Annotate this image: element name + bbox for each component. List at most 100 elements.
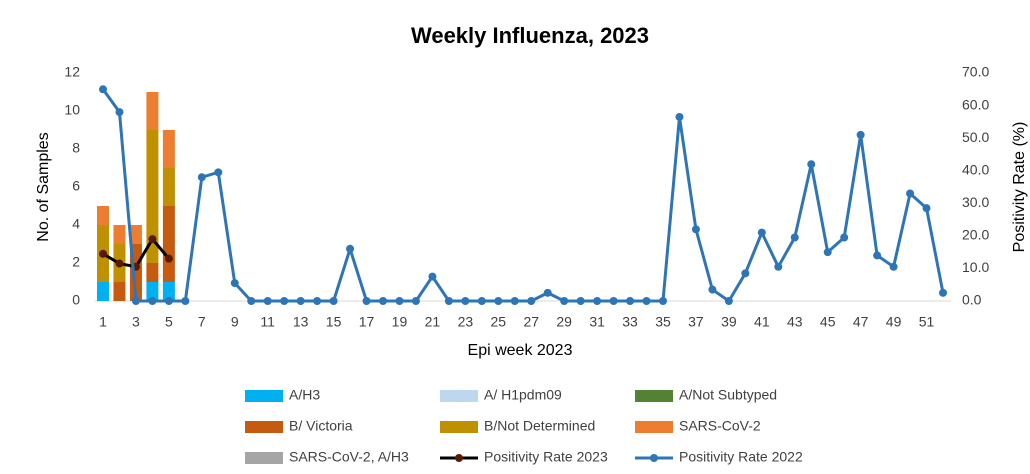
x-tick-label: 9 — [231, 314, 239, 330]
bar-segment — [146, 92, 159, 130]
bar-segment — [162, 130, 175, 168]
line-marker — [181, 297, 190, 305]
legend-label: SARS-CoV-2 — [679, 418, 761, 434]
x-tick-label: 41 — [754, 314, 770, 330]
line-marker — [708, 285, 717, 294]
line-marker — [543, 288, 552, 297]
y-axis-title: No. of Samples — [35, 132, 52, 241]
legend-label: Positivity Rate 2022 — [679, 449, 803, 465]
bar-segment — [146, 282, 159, 301]
line-marker — [115, 108, 124, 117]
line-marker — [329, 297, 338, 305]
x-tick-label: 13 — [293, 314, 309, 330]
line-marker — [395, 297, 404, 305]
x-tick-label: 49 — [886, 314, 902, 330]
line-marker — [906, 189, 915, 198]
line-marker — [922, 204, 931, 213]
line-marker — [379, 297, 387, 305]
line-marker — [790, 233, 799, 242]
x-axis-title: Epi week 2023 — [468, 342, 573, 359]
y-tick-label: 6 — [72, 178, 80, 194]
line-marker — [873, 251, 882, 260]
chart-title: Weekly Influenza, 2023 — [411, 23, 649, 48]
y-tick-label: 0 — [72, 292, 80, 308]
bar-segment — [146, 263, 159, 282]
line-marker — [527, 297, 536, 305]
x-tick-label: 21 — [425, 314, 441, 330]
line-marker — [461, 297, 470, 305]
bar-segment — [162, 282, 175, 301]
legend-label: B/Not Determined — [484, 418, 595, 434]
x-tick-label: 45 — [820, 314, 836, 330]
legend-label: A/Not Subtyped — [679, 387, 777, 403]
x-tick-label: 23 — [458, 314, 474, 330]
x-tick-label: 3 — [132, 314, 140, 330]
y2-tick-label: 30.0 — [962, 194, 989, 210]
legend-marker — [455, 454, 463, 462]
line-marker — [263, 297, 272, 305]
line-marker — [823, 248, 832, 257]
x-tick-label: 25 — [491, 314, 507, 330]
bar-segment — [97, 282, 109, 301]
line-marker — [510, 297, 519, 305]
line-marker — [691, 225, 700, 234]
line-marker — [856, 130, 865, 139]
x-tick-label: 35 — [655, 314, 671, 330]
line-marker — [741, 269, 750, 278]
line-marker — [807, 160, 816, 169]
line-marker — [889, 262, 898, 271]
line-marker — [939, 288, 947, 297]
line-marker — [774, 262, 783, 271]
y-tick-label: 12 — [64, 64, 80, 80]
legend-label: A/ H1pdm09 — [484, 387, 562, 403]
line-marker — [131, 297, 140, 305]
x-tick-label: 33 — [622, 314, 638, 330]
line-marker — [609, 297, 618, 305]
y-tick-label: 10 — [64, 102, 80, 118]
y2-axis-title: Positivity Rate (%) — [1011, 122, 1028, 253]
line-marker — [280, 297, 289, 305]
legend-swatch — [635, 390, 673, 402]
x-tick-label: 43 — [787, 314, 803, 330]
legend-label: B/ Victoria — [289, 418, 353, 434]
line-marker — [724, 297, 733, 305]
bar-segment — [113, 282, 126, 301]
line-marker — [362, 297, 371, 305]
line-marker — [494, 297, 503, 305]
y2-tick-label: 40.0 — [962, 161, 989, 177]
line-marker — [642, 297, 651, 305]
bar-segment — [162, 168, 175, 206]
line-marker — [659, 297, 667, 305]
x-tick-label: 11 — [260, 314, 275, 330]
bar-segment — [162, 206, 175, 282]
line-marker — [593, 297, 602, 305]
y2-tick-label: 20.0 — [962, 227, 989, 243]
line-marker — [428, 272, 437, 281]
line-marker — [840, 233, 849, 242]
y2-tick-label: 10.0 — [962, 259, 989, 275]
legend-swatch — [245, 421, 283, 433]
legend-label: A/H3 — [289, 387, 320, 403]
y-tick-label: 4 — [72, 216, 80, 232]
line-marker — [477, 297, 486, 305]
y2-tick-label: 50.0 — [962, 129, 989, 145]
legend-marker — [650, 454, 658, 462]
legend-label: Positivity Rate 2023 — [484, 449, 608, 465]
line-marker — [675, 112, 684, 121]
line-marker — [576, 297, 585, 305]
bar-segment — [146, 130, 159, 263]
line-marker — [346, 244, 355, 253]
y2-tick-label: 0.0 — [962, 292, 982, 308]
line-marker — [99, 85, 107, 94]
line — [101, 88, 945, 304]
x-tick-label: 5 — [165, 314, 173, 330]
line-marker — [115, 259, 124, 268]
bar-segment — [113, 225, 126, 244]
legend-swatch — [245, 452, 283, 464]
line-marker — [247, 297, 256, 305]
line-marker — [197, 173, 206, 182]
x-tick-label: 29 — [556, 314, 572, 330]
line-marker — [560, 297, 569, 305]
x-tick-label: 7 — [198, 314, 206, 330]
